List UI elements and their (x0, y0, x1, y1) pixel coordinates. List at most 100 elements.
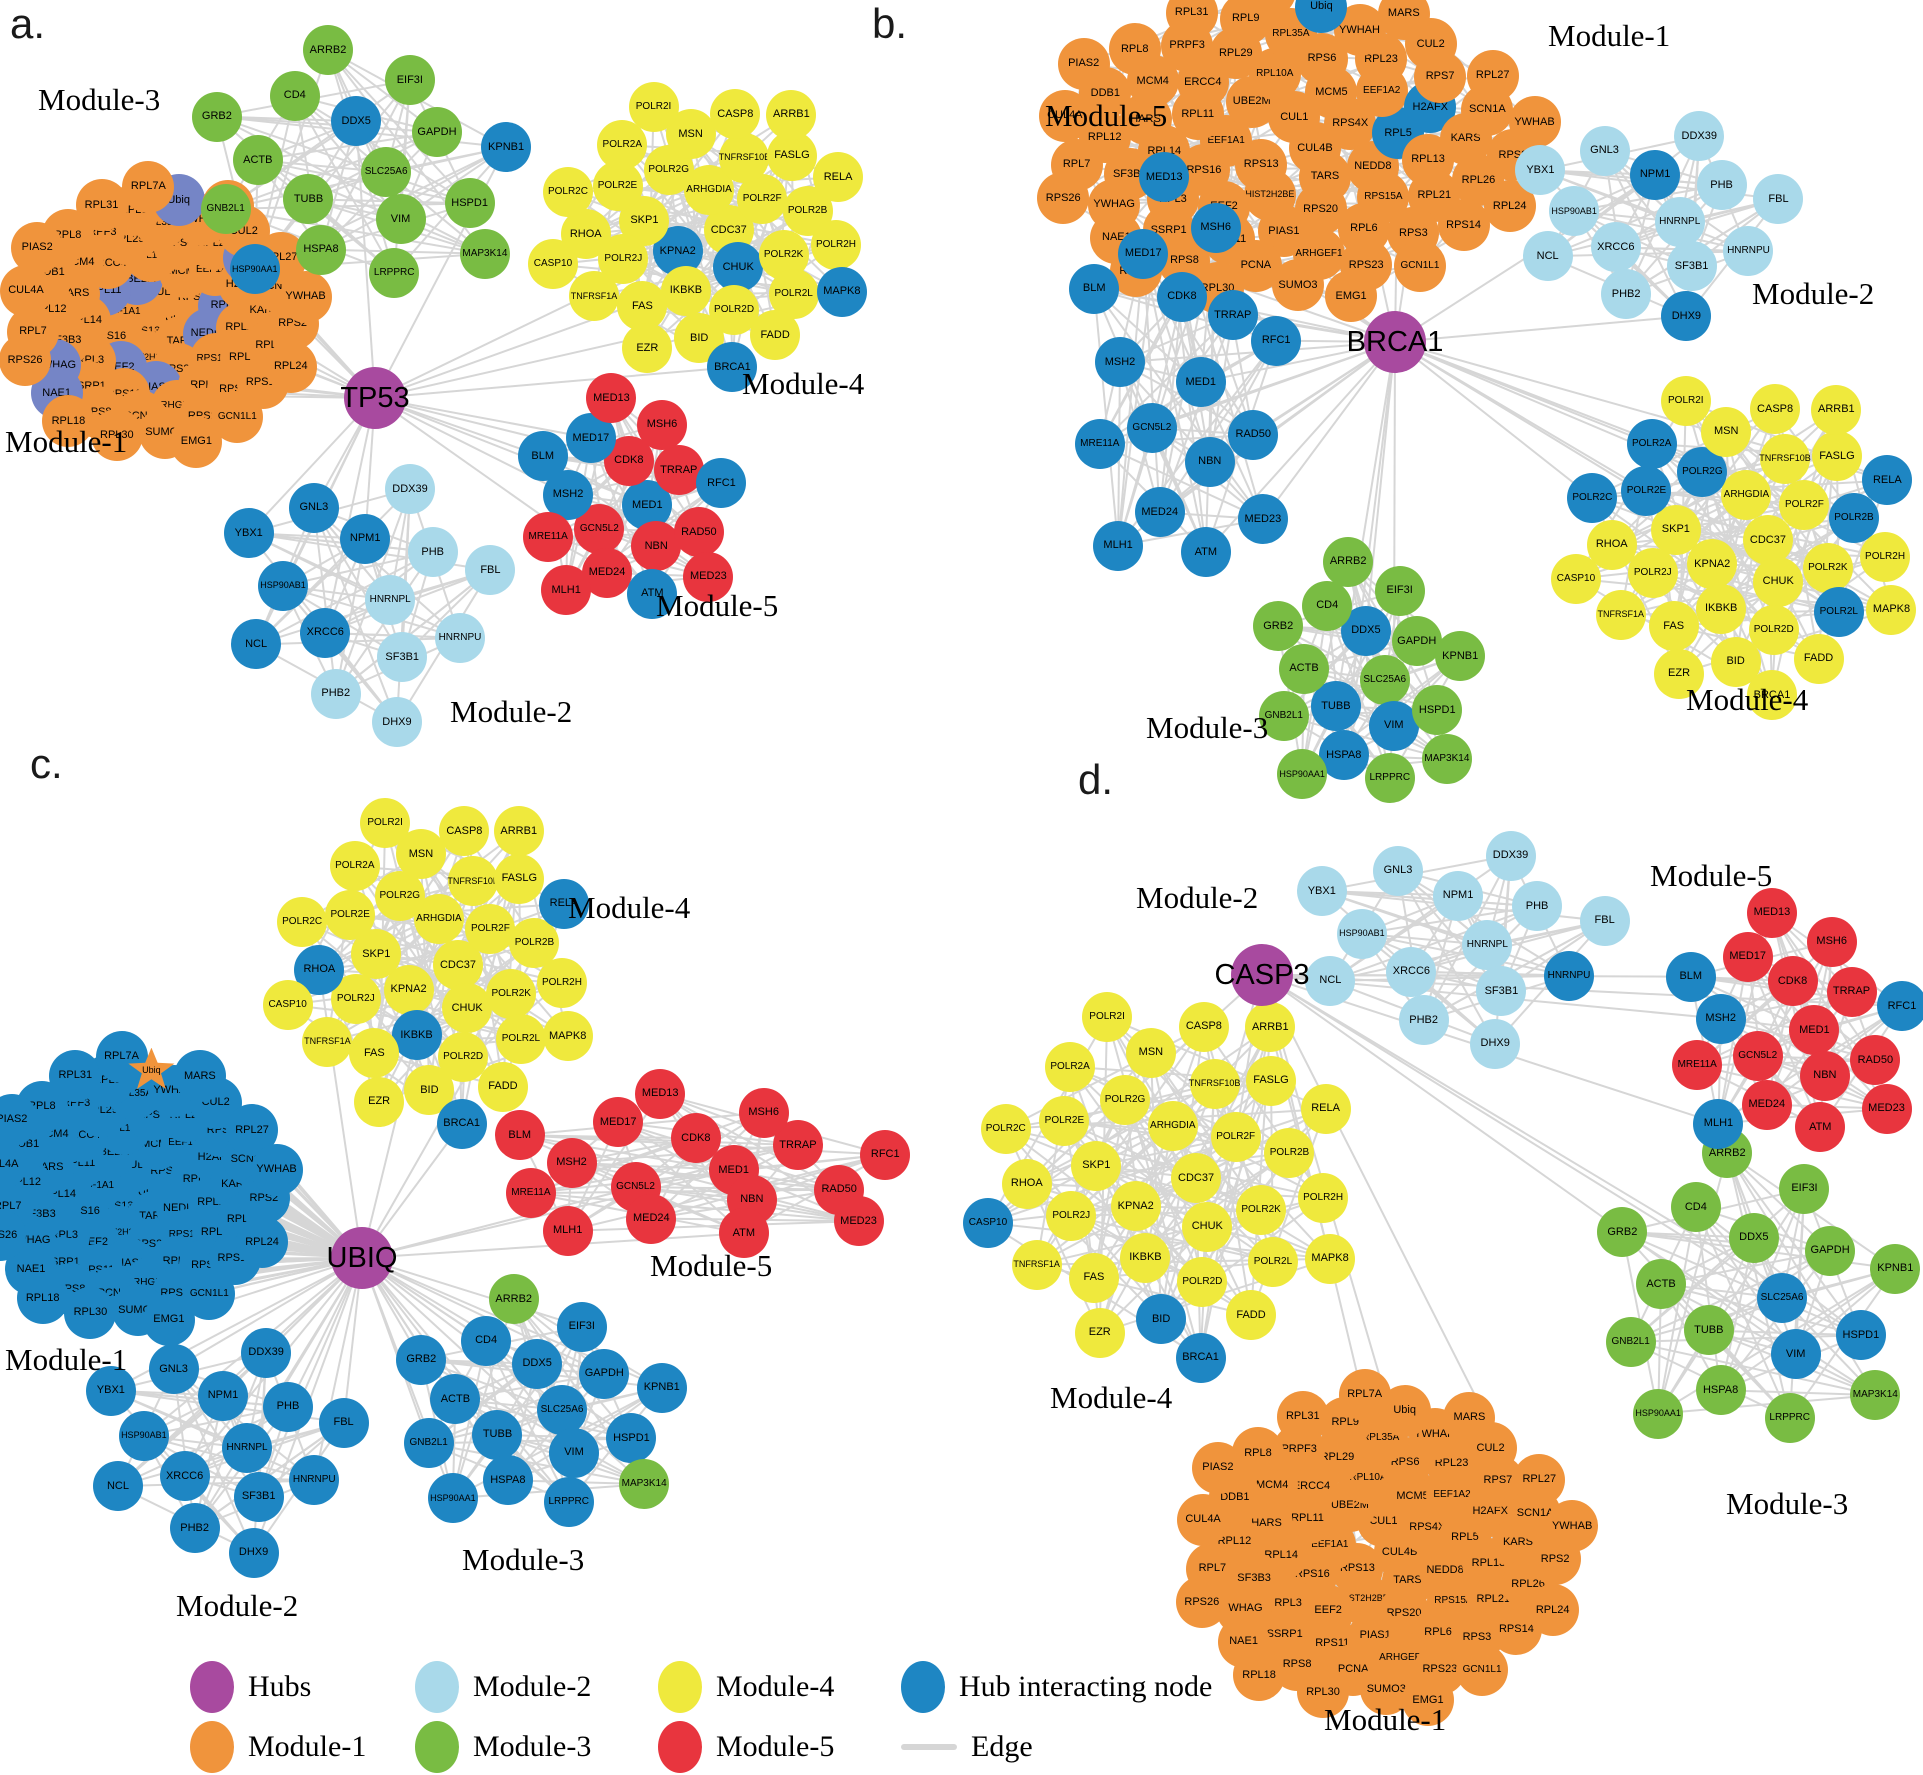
edge (1099, 433, 1254, 445)
hub-node-casp3: CASP3 (1214, 944, 1310, 1006)
node-polr2j: POLR2J (1627, 547, 1678, 598)
module-label-c-module-2: Module-2 (176, 1588, 299, 1623)
edge (256, 636, 461, 646)
node-polr2i: POLR2I (1660, 376, 1711, 427)
node-hsp90ab1: HSP90AB1 (1336, 908, 1387, 959)
node-sumo3: SUMO3 (1271, 259, 1324, 312)
node-sf3b1: SF3B1 (233, 1471, 284, 1522)
node-hnrnpu: HNRNPU (289, 1455, 340, 1506)
node-nbn: NBN (631, 521, 682, 572)
node-casp8: CASP8 (439, 806, 490, 857)
hub-node-ubiq: UBIQ (327, 1227, 397, 1289)
node-casp10: CASP10 (527, 239, 578, 290)
node-arrb1: ARRB1 (1811, 384, 1862, 435)
panel-letter-b: b. (872, 0, 908, 47)
node-med17: MED17 (1722, 931, 1773, 982)
node-gcn5l2: GCN5L2 (1732, 1031, 1783, 1082)
node-polr2e: POLR2E (325, 889, 376, 940)
panel-letter-a: a. (10, 0, 46, 47)
node-ncl: NCL (1305, 955, 1356, 1006)
edge (374, 397, 648, 506)
edge (401, 489, 411, 658)
node-npm1: NPM1 (197, 1370, 248, 1421)
node-ezr: EZR (354, 1076, 405, 1127)
node-fas: FAS (1068, 1252, 1119, 1303)
node-cul4a: CUL4A (1038, 89, 1091, 142)
edge (313, 1257, 363, 1481)
panel-letter-c: c. (30, 740, 63, 787)
node-pias2: PIAS2 (1057, 37, 1110, 90)
node-ezr: EZR (1074, 1307, 1125, 1358)
node-ddx39: DDX39 (1674, 111, 1725, 162)
node-polr2k: POLR2K (486, 968, 537, 1019)
node-med13: MED13 (1746, 887, 1797, 938)
legend-item-module-4: Module-4 (658, 1661, 834, 1713)
node-gapdh: GAPDH (1391, 616, 1442, 667)
node-mre11a: MRE11A (523, 512, 574, 563)
node-xrcc6: XRCC6 (300, 607, 351, 658)
module-label-a-module-2: Module-2 (450, 694, 573, 729)
node-phb2: PHB2 (169, 1503, 220, 1554)
node-rpl7a: RPL7A (1338, 1368, 1391, 1421)
node-rad50: RAD50 (1228, 409, 1279, 460)
node-actb: ACTB (430, 1374, 481, 1425)
node-kpna2: KPNA2 (1110, 1181, 1161, 1232)
node-polr2a: POLR2A (597, 119, 648, 170)
node-tnfrsf10b: TNFRSF10B (719, 132, 770, 183)
node-sf3b1: SF3B1 (1666, 241, 1717, 292)
node-ikbkb: IKBKB (1696, 583, 1747, 634)
edge (173, 1257, 363, 1370)
edge (1261, 974, 1797, 1356)
node-ywhab: YWHAB (1508, 96, 1561, 149)
node-mlh1: MLH1 (1093, 520, 1144, 571)
node-fbl: FBL (318, 1397, 369, 1448)
edge (1195, 1026, 1272, 1179)
edge (1099, 443, 1264, 521)
legend-item-hubs: Hubs (190, 1661, 311, 1713)
node-med17: MED17 (1118, 228, 1169, 279)
node-npm1: NPM1 (1630, 149, 1681, 200)
legend-item-hub-interacting-node: Hub interacting node (901, 1661, 1212, 1713)
node-rela: RELA (539, 878, 589, 929)
node-slc25a6: SLC25A6 (361, 147, 412, 197)
node-pias2: PIAS2 (1191, 1441, 1244, 1494)
node-actb: ACTB (1279, 643, 1329, 694)
node-trrap: TRRAP (1826, 966, 1877, 1017)
node-lrpprc: LRPPRC (369, 248, 420, 299)
node-rad50: RAD50 (673, 507, 724, 558)
node-rhoa: RHOA (1586, 519, 1637, 570)
node-tnfrsf10b: TNFRSF10B (447, 856, 499, 907)
edge (589, 437, 654, 595)
node-ybx1: YBX1 (223, 508, 274, 559)
node-rpl31: RPL31 (49, 1049, 102, 1102)
node-mre11a: MRE11A (1074, 418, 1125, 469)
legend-swatch-module-5 (658, 1721, 702, 1773)
node-dhx9: DHX9 (1661, 291, 1712, 342)
node-msh6: MSH6 (1806, 916, 1857, 967)
node-rpl8: RPL8 (1108, 23, 1161, 76)
node-hnrnpu: HNRNPU (434, 612, 485, 663)
node-actb: ACTB (232, 135, 283, 186)
node-med23: MED23 (1861, 1083, 1912, 1134)
node-rpl18: RPL18 (1233, 1649, 1286, 1702)
node-polr2h: POLR2H (810, 220, 861, 271)
edge (117, 1479, 315, 1488)
node-brca1: BRCA1 (1747, 670, 1797, 720)
node-cul4a: CUL4A (0, 264, 52, 317)
node-tnfrsf1a: TNFRSF1A (1011, 1239, 1062, 1290)
legend-label-hubs: Hubs (248, 1670, 312, 1703)
legend-item-module-1: Module-1 (190, 1721, 366, 1773)
node-arhgdia: ARHGDIA (1721, 469, 1772, 520)
legend-item-module-5: Module-5 (658, 1721, 834, 1773)
node-fas: FAS (1648, 601, 1699, 652)
edge (313, 507, 404, 658)
node-rfc1: RFC1 (1876, 981, 1923, 1032)
node-hnrnpl: HNRNPL (1654, 197, 1705, 247)
node-casp8: CASP8 (1750, 384, 1801, 435)
node-phb2: PHB2 (310, 668, 361, 719)
node-hspa8: HSPA8 (1695, 1365, 1746, 1416)
node-msh6: MSH6 (738, 1087, 789, 1138)
node-hspa8: HSPA8 (482, 1455, 533, 1506)
module-label-b-module-4: Module-4 (1686, 682, 1809, 717)
